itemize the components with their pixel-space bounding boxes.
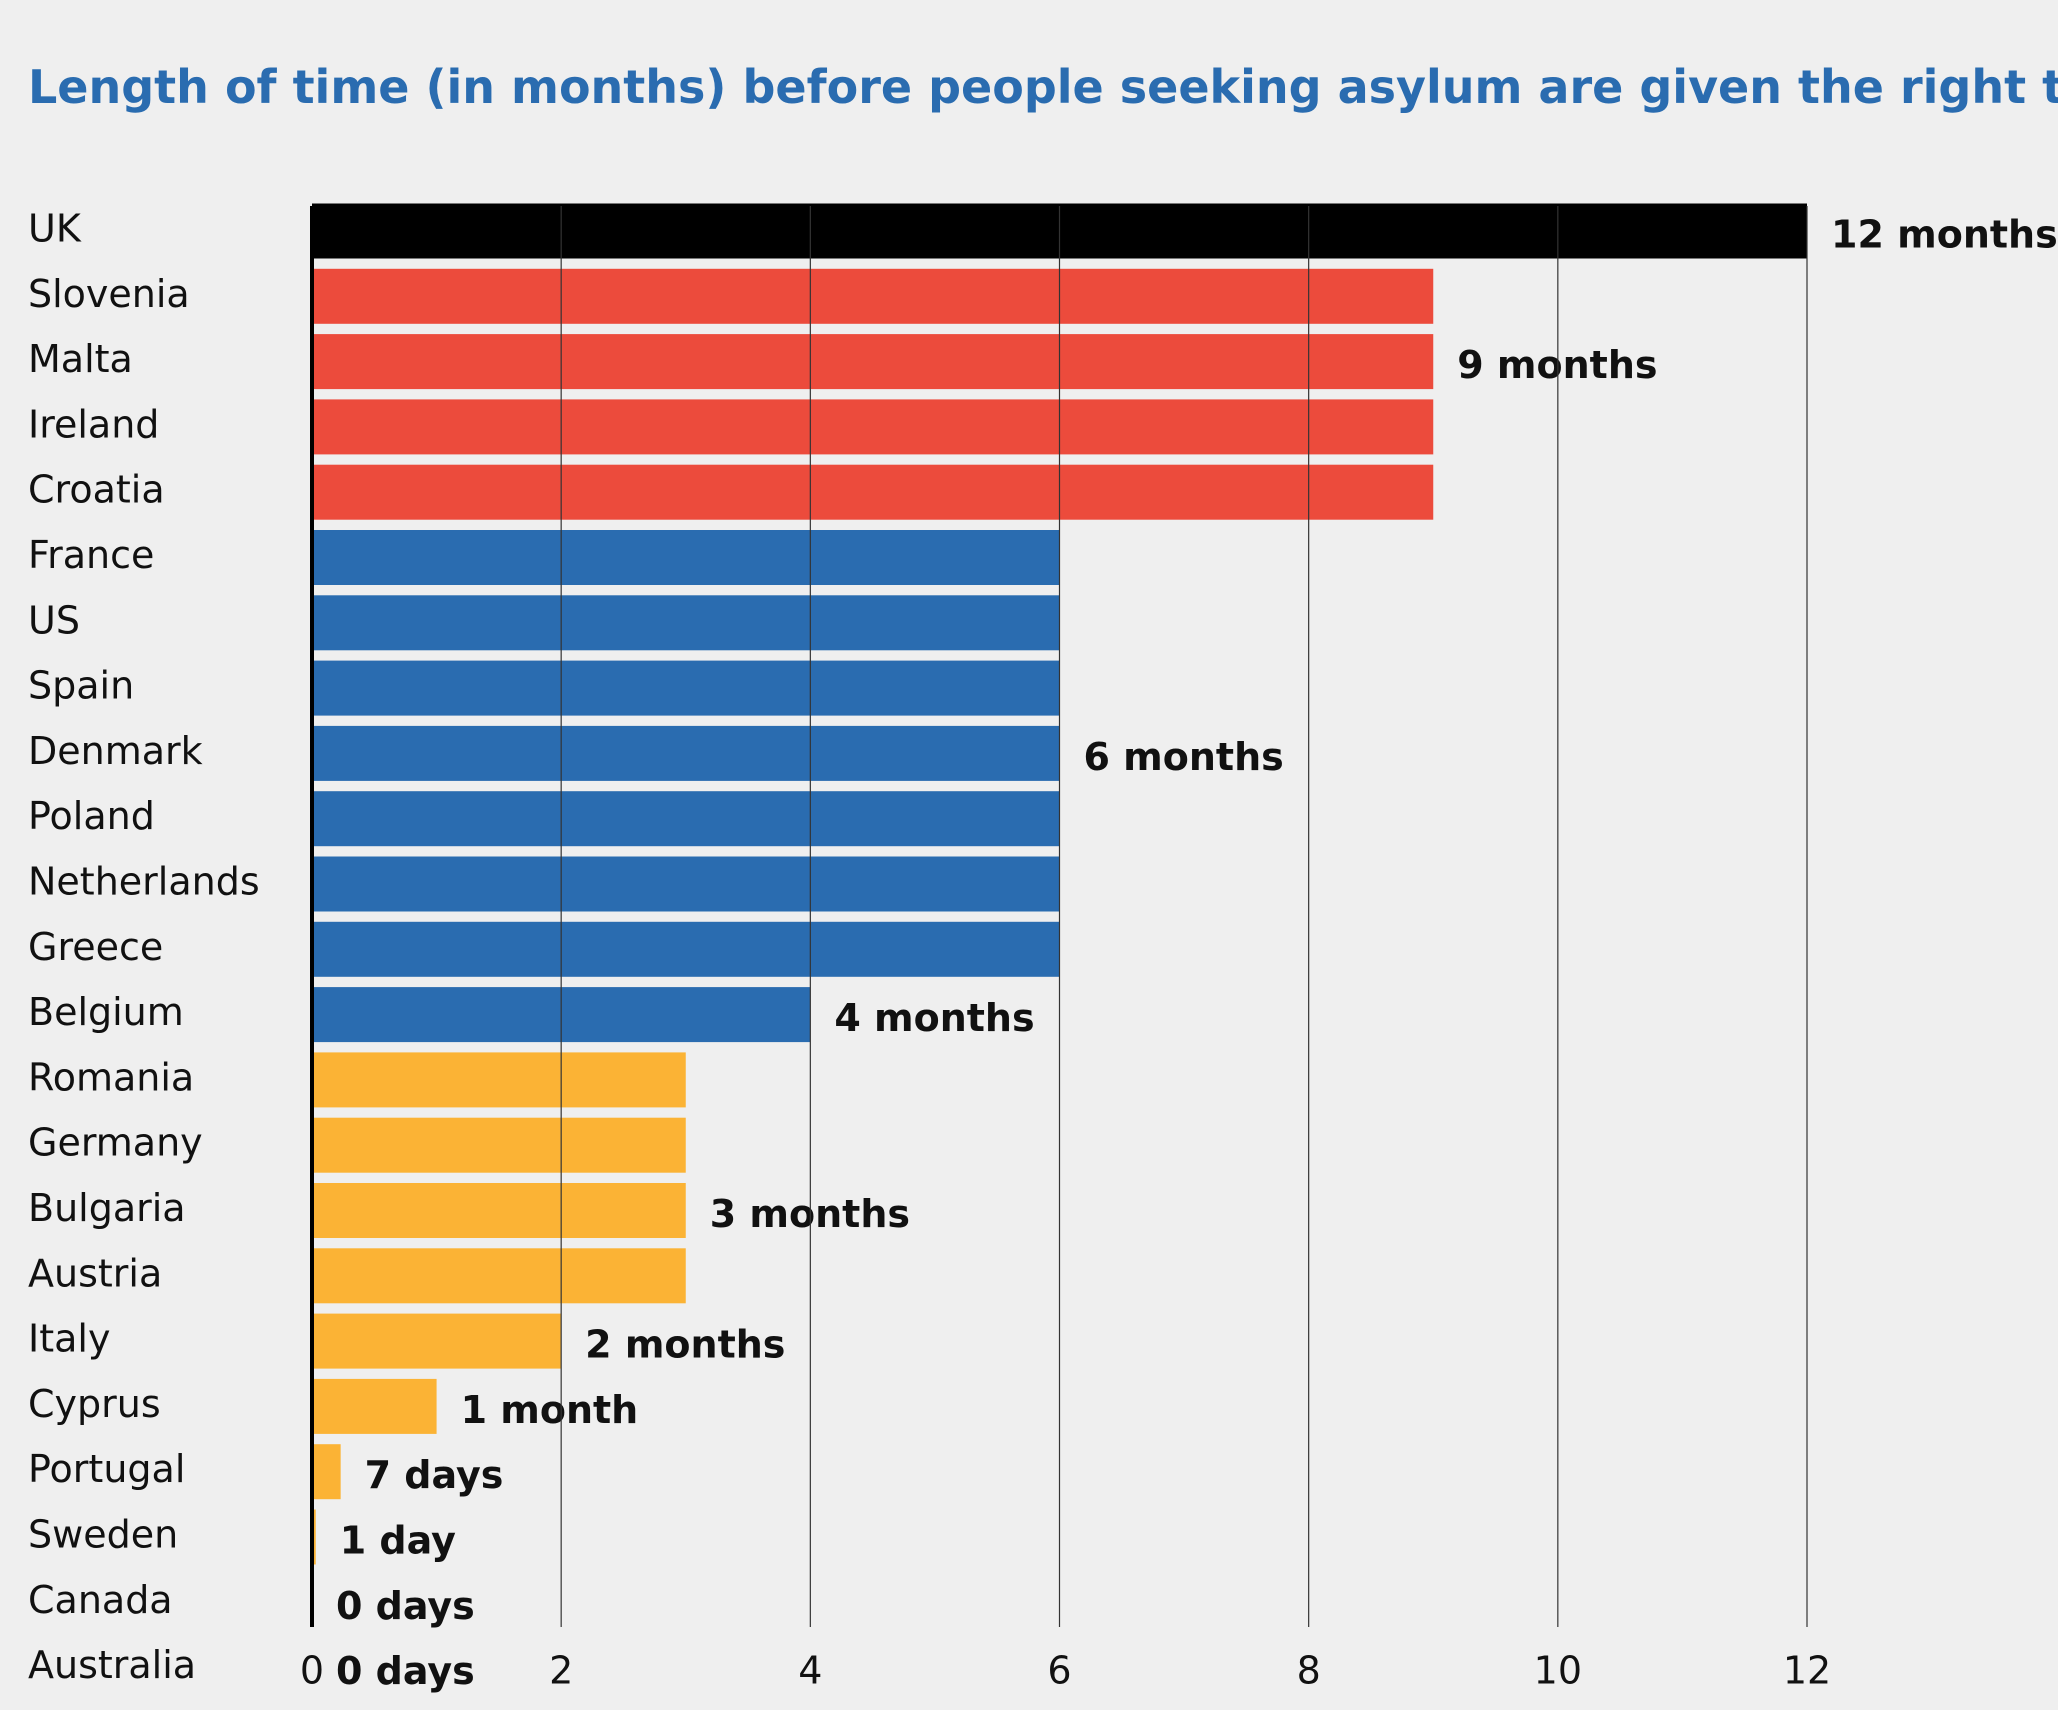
value-label: 1 month	[461, 1388, 639, 1432]
x-tick-label: 12	[1783, 1649, 1831, 1693]
bar	[312, 1248, 686, 1304]
category-label: Australia	[28, 1643, 196, 1687]
bar	[312, 660, 1060, 716]
chart-title: Length of time (in months) before people…	[28, 57, 2058, 114]
value-label: 0 days	[336, 1649, 475, 1693]
title-text: Length of time (in months) before people…	[28, 60, 2058, 114]
bar	[312, 1313, 562, 1369]
bar	[312, 595, 1060, 651]
category-label: Poland	[28, 794, 155, 838]
bar	[312, 334, 1434, 390]
x-tick-label: 4	[798, 1649, 822, 1693]
category-label: France	[28, 533, 154, 577]
bar	[312, 1117, 686, 1173]
bar	[312, 725, 1060, 781]
x-tick-label: 8	[1297, 1649, 1321, 1693]
category-label: Portugal	[28, 1447, 185, 1491]
bar	[312, 1052, 686, 1108]
category-label: Austria	[28, 1251, 162, 1295]
category-label: Romania	[28, 1055, 194, 1099]
value-label: 4 months	[834, 996, 1034, 1040]
value-label: 1 day	[340, 1519, 456, 1563]
bar	[312, 1183, 686, 1238]
bar	[312, 399, 1434, 455]
bar	[312, 921, 1060, 977]
value-label: 0 days	[336, 1584, 475, 1628]
category-label: Sweden	[28, 1513, 178, 1557]
bar	[312, 530, 1060, 585]
bar	[312, 856, 1060, 912]
value-label: 12 months	[1831, 213, 2058, 257]
x-tick-label: 10	[1534, 1649, 1582, 1693]
x-tick-label: 0	[300, 1649, 324, 1693]
bar	[312, 1378, 437, 1434]
value-label: 2 months	[585, 1323, 785, 1367]
category-label: Germany	[28, 1121, 203, 1165]
category-label: Cyprus	[28, 1382, 161, 1426]
value-label: 6 months	[1084, 735, 1284, 779]
category-label: Denmark	[28, 729, 203, 773]
category-label: Bulgaria	[28, 1186, 186, 1230]
category-label: Ireland	[28, 402, 159, 446]
category-label: Greece	[28, 925, 163, 969]
category-label: Croatia	[28, 468, 165, 512]
category-label: US	[28, 598, 80, 642]
bar	[312, 1444, 341, 1500]
category-label: Spain	[28, 664, 134, 708]
category-label: Italy	[28, 1317, 110, 1361]
category-label: Canada	[28, 1578, 173, 1622]
category-label: Malta	[28, 337, 133, 381]
category-label: Netherlands	[28, 860, 260, 904]
bar	[312, 268, 1434, 324]
category-label: Belgium	[28, 990, 184, 1034]
category-label: UK	[28, 207, 82, 251]
x-tick-label: 6	[1047, 1649, 1071, 1693]
bar	[312, 464, 1434, 520]
value-label: 7 days	[365, 1453, 504, 1497]
bar	[312, 791, 1060, 847]
category-label: Slovenia	[28, 272, 190, 316]
x-tick-label: 2	[549, 1649, 573, 1693]
